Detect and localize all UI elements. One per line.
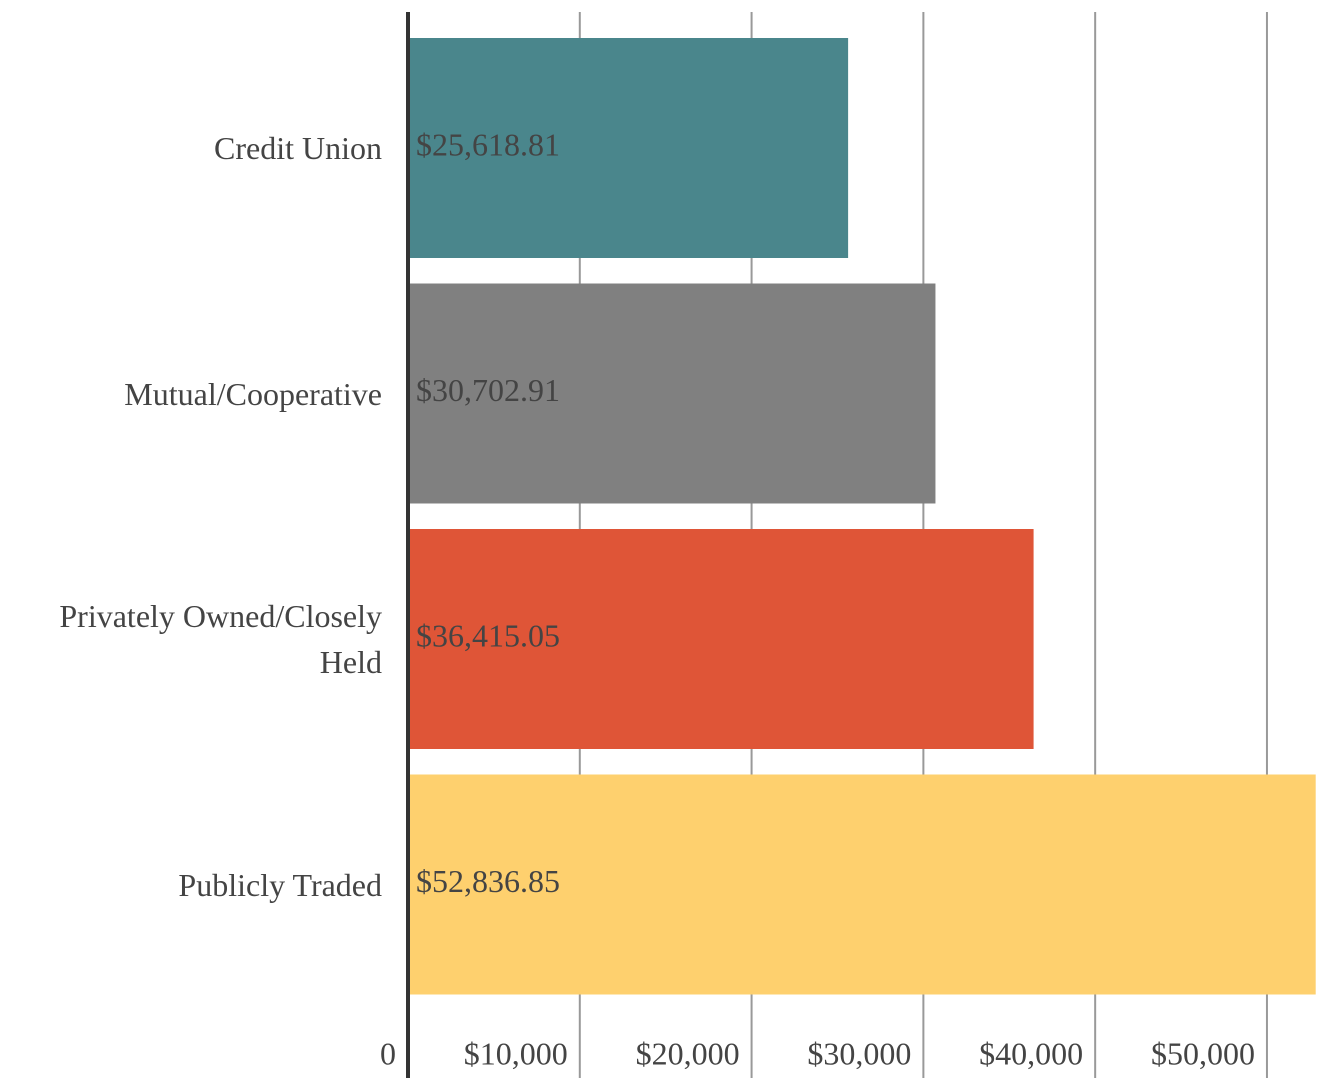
category-label: Mutual/Cooperative (124, 375, 382, 412)
bar (408, 529, 1034, 749)
value-label: $30,702.91 (416, 372, 560, 408)
value-label: $25,618.81 (416, 126, 560, 162)
category-label: Credit Union (214, 130, 382, 166)
x-tick-label: $20,000 (636, 1035, 740, 1071)
x-tick-label: $50,000 (1151, 1035, 1255, 1071)
value-label: $52,836.85 (416, 863, 560, 899)
category-label: Privately Owned/Closely Held (59, 598, 382, 680)
category-label: Publicly Traded (178, 866, 382, 903)
bar (408, 283, 936, 504)
bar (408, 774, 1316, 995)
x-tick-label: 0 (380, 1035, 396, 1071)
bar (408, 38, 849, 258)
x-tick-label: $10,000 (464, 1035, 568, 1071)
value-label: $36,415.05 (416, 617, 560, 653)
x-tick-label: $40,000 (979, 1035, 1083, 1071)
x-tick-label: $30,000 (807, 1035, 911, 1071)
